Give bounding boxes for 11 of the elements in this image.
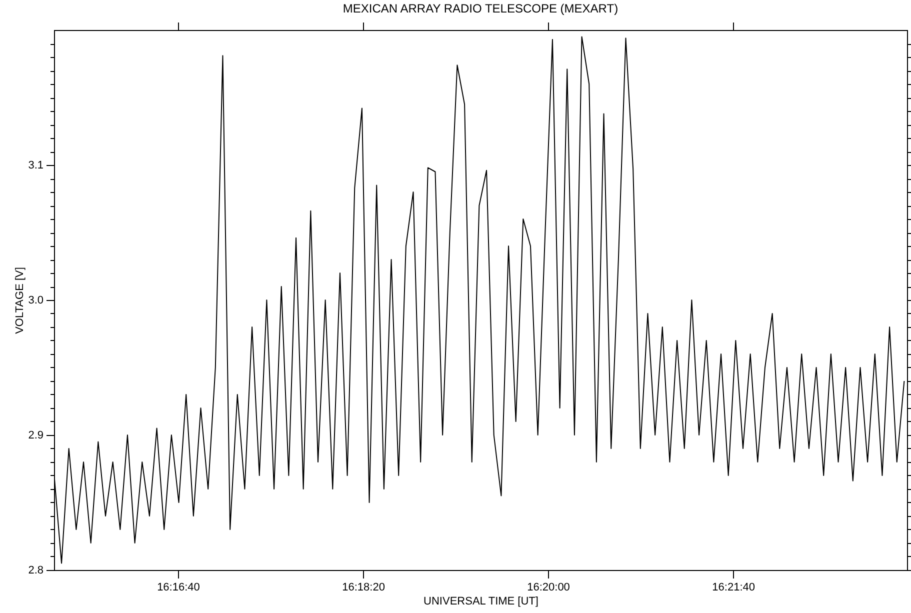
x-axis-title: UNIVERSAL TIME [UT]: [424, 596, 538, 608]
x-tick-label: 16:16:40: [157, 582, 200, 594]
y-tick-label: 2.8: [28, 564, 44, 576]
x-tick-label: 16:18:20: [342, 582, 385, 594]
y-tick-label: 3.0: [28, 294, 44, 306]
y-tick-label: 3.1: [28, 160, 44, 172]
y-tick-label: 2.9: [28, 430, 44, 442]
chart-title: MEXICAN ARRAY RADIO TELESCOPE (MEXART): [342, 2, 618, 16]
y-axis-title: VOLTAGE [V]: [14, 267, 26, 334]
x-tick-label: 16:20:00: [527, 582, 570, 594]
x-tick-label: 16:21:40: [712, 582, 755, 594]
